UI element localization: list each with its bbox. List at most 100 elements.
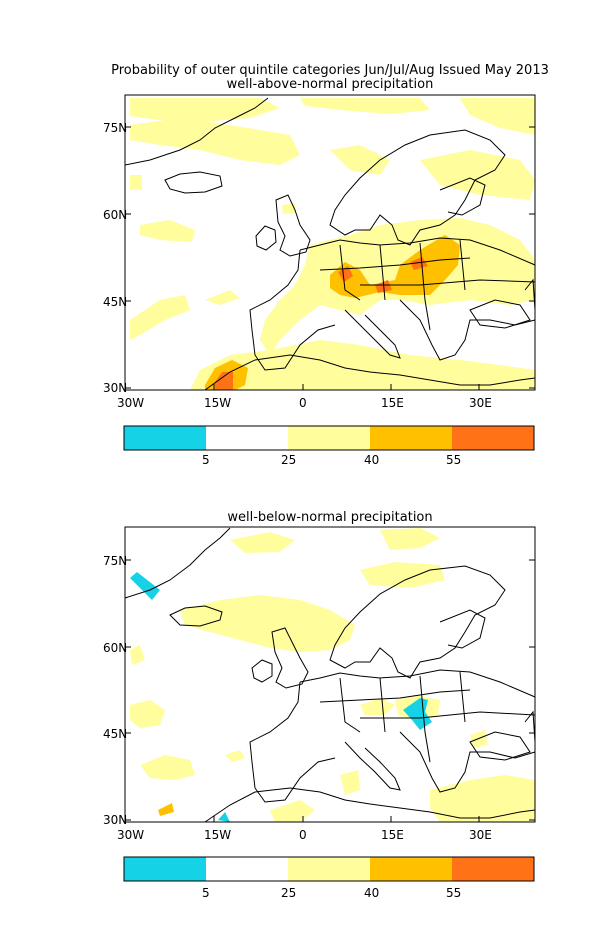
p2-lon-30e: 30E (469, 828, 492, 842)
p2-lat-60n: 60N (103, 641, 128, 655)
colorbar-segments (123, 425, 535, 451)
coast-balkans (399, 299, 536, 361)
coast-uk (275, 194, 311, 257)
p2-lon-15w: 15W (204, 828, 232, 842)
shade-norwegian-sea (330, 145, 390, 175)
p1-lat-45n: 45N (103, 295, 128, 309)
p1-lon-30w: 30W (117, 396, 145, 410)
p1-lat-30n: 30N (103, 381, 128, 395)
coast-b-france-iberia (249, 681, 336, 803)
borders-b-6 (360, 711, 536, 719)
p2-lat-30n: 30N (103, 813, 128, 827)
panel-2-subtitle: well-below-normal precipitation (227, 510, 433, 525)
borders-6 (360, 279, 536, 286)
shade-arctic-north-2 (300, 98, 430, 114)
coast-b-caspian (524, 710, 536, 743)
p1-lon-0: 0 (299, 396, 307, 410)
p2-lon-30w: 30W (117, 828, 145, 842)
panel-1-colorbar (123, 425, 535, 451)
colorbar-segment (452, 426, 534, 450)
shade-b-med-2 (340, 770, 360, 795)
borders-4 (419, 242, 431, 331)
shade-b-west-1 (130, 645, 145, 665)
panel-2-frame (124, 526, 536, 823)
panel-2-coastlines (124, 527, 536, 823)
shade-atlantic-west (130, 295, 190, 340)
panel-2-ticks (125, 559, 535, 822)
p2-cb-tick-40: 40 (364, 886, 380, 900)
p2-cb-tick-5: 5 (202, 886, 210, 900)
colorbar-segment (206, 857, 288, 881)
coast-africa (204, 354, 536, 391)
shade-b-iberia-1 (225, 750, 245, 762)
panel-1-coastlines (124, 97, 536, 391)
colorbar-border (123, 425, 535, 451)
panel-2-colorbar (123, 856, 535, 882)
shade-b-amber-africa (158, 803, 174, 816)
panel-2-map (124, 526, 536, 823)
shade-orange-africa (215, 372, 233, 390)
shade-b-cyan-africa (218, 812, 230, 822)
coast-scandinavia (329, 129, 506, 246)
shade-orange-1 (338, 266, 353, 282)
colorbar-segment (124, 426, 206, 450)
shade-b-balkan (470, 730, 488, 748)
colorbar-segment (370, 426, 452, 450)
coast-greenland (124, 97, 269, 166)
coast-b-africa (204, 787, 536, 823)
shade-b-greenland (230, 532, 295, 553)
p2-lat-75n: 75N (103, 554, 128, 568)
p1-cb-tick-40: 40 (364, 453, 380, 467)
colorbar-segment (452, 857, 534, 881)
coast-italy (344, 309, 401, 359)
shade-small-1 (130, 175, 142, 190)
p1-lon-30e: 30E (469, 396, 492, 410)
p1-cb-tick-5: 5 (202, 453, 210, 467)
coast-ireland (255, 225, 277, 251)
coast-b-uk (271, 627, 309, 689)
colorbar-segments (123, 856, 535, 882)
figure-title: Probability of outer quintile categories… (111, 63, 549, 78)
p1-lat-60n: 60N (103, 208, 128, 222)
panel-2-shading (130, 528, 535, 822)
shade-orange-3 (410, 257, 428, 270)
p2-lon-0: 0 (299, 828, 307, 842)
coast-b-finland (439, 609, 486, 649)
borders-3 (379, 244, 386, 301)
coast-b-balkans (399, 731, 536, 793)
shade-atlantic-mid (140, 220, 195, 242)
panel-1-map (124, 94, 536, 391)
colorbar-border (123, 856, 535, 882)
shade-b-norway-sea (360, 562, 445, 588)
coast-europe-north (299, 237, 536, 266)
p1-lat-75n: 75N (103, 121, 128, 135)
colorbar-segment (288, 857, 370, 881)
coast-finland (439, 177, 486, 216)
shade-b-atlantic-big (180, 595, 355, 652)
shade-arctic-north-3 (460, 98, 535, 135)
coast-b-black-sea (469, 731, 531, 761)
shade-b-atlantic-south (140, 755, 195, 780)
panel-1-subtitle: well-above-normal precipitation (226, 77, 434, 92)
panel-1-ticks (125, 126, 535, 390)
colorbar-segment (124, 857, 206, 881)
borders-b-1 (319, 689, 471, 703)
p2-lat-45n: 45N (103, 727, 128, 741)
coast-b-europe-north (299, 669, 536, 698)
colorbar-segment (288, 426, 370, 450)
shade-b-arctic-east (380, 528, 440, 550)
borders-1 (319, 257, 471, 271)
p1-lon-15e: 15E (381, 396, 404, 410)
p1-cb-tick-55: 55 (446, 453, 462, 467)
shade-med-south (190, 340, 535, 390)
borders-2 (339, 244, 361, 301)
shade-scandinavia (420, 150, 535, 200)
shade-b-cyan-greenland (130, 572, 160, 600)
shade-b-west-2 (130, 700, 165, 728)
shade-b-cyan-central (403, 698, 432, 730)
shade-arctic-north-1 (130, 98, 280, 122)
borders-b-5 (459, 671, 466, 723)
coast-b-ireland (251, 659, 273, 683)
coast-caspian (524, 278, 536, 311)
coast-b-scandinavia (329, 565, 506, 679)
